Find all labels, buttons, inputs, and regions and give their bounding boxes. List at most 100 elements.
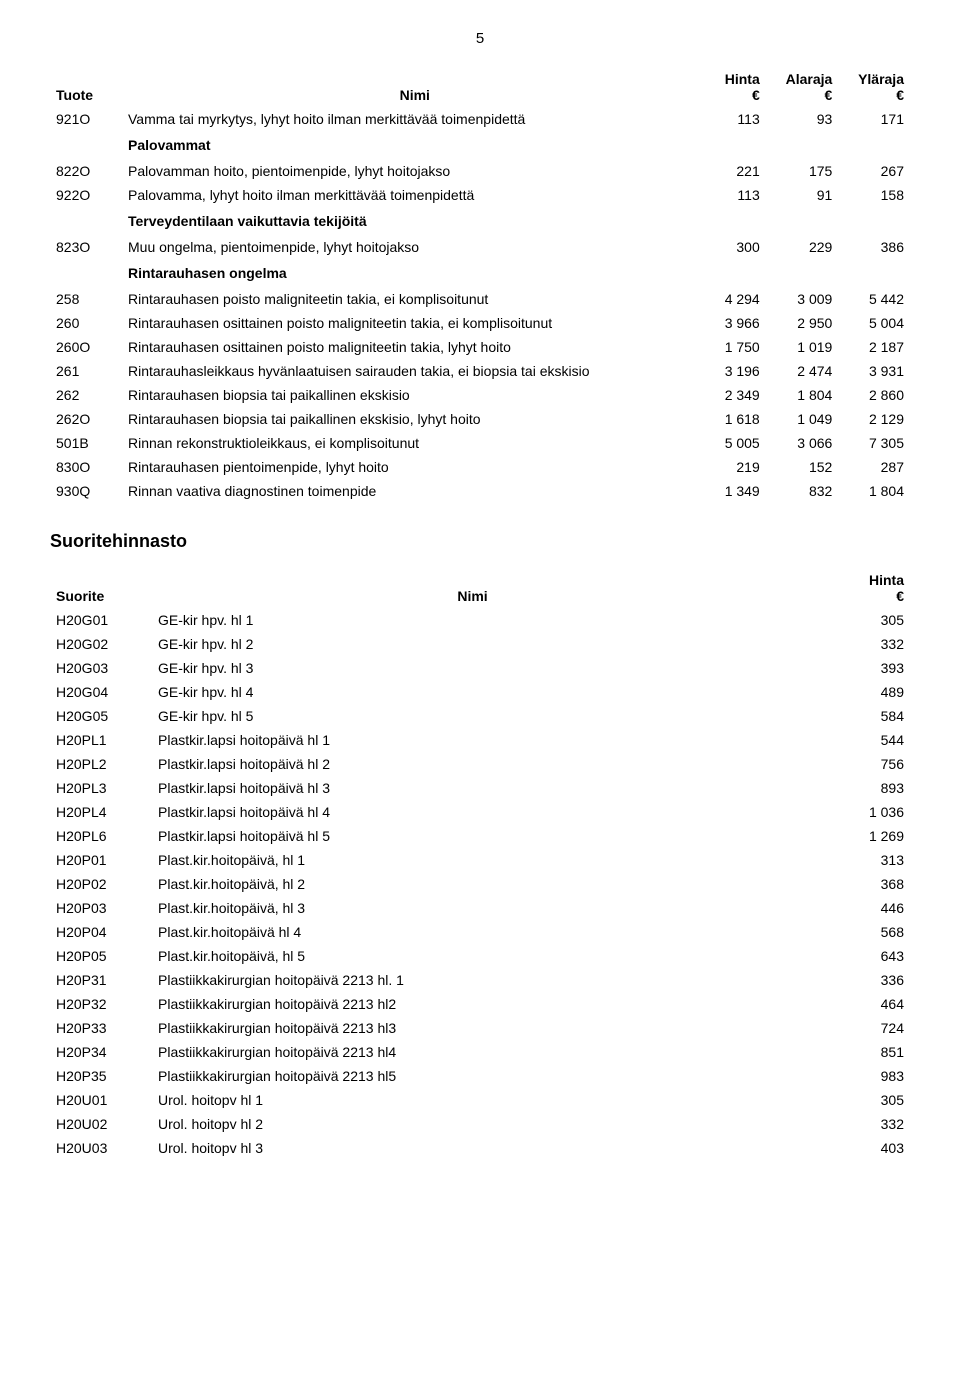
cell-name: Plastkir.lapsi hoitopäivä hl 5: [152, 824, 793, 848]
cell-hinta: 4 294: [708, 287, 766, 311]
table-row: H20P34Plastiikkakirurgian hoitopäivä 221…: [50, 1040, 910, 1064]
table-row: 823OMuu ongelma, pientoimenpide, lyhyt h…: [50, 235, 910, 259]
cell-code: H20P04: [50, 920, 152, 944]
table-row: H20G05GE-kir hpv. hl 5584: [50, 704, 910, 728]
cell-code: H20G05: [50, 704, 152, 728]
cell-code: 822O: [50, 159, 122, 183]
cell-name: Plastkir.lapsi hoitopäivä hl 1: [152, 728, 793, 752]
cell-name: Rintarauhasen biopsia tai paikallinen ek…: [122, 383, 708, 407]
cell-ylaraja: 5 442: [838, 287, 910, 311]
cell-name: Urol. hoitopv hl 3: [152, 1136, 793, 1160]
cell-code: H20G03: [50, 656, 152, 680]
cell-name: Plastkir.lapsi hoitopäivä hl 2: [152, 752, 793, 776]
col-hinta: Hinta€: [708, 67, 766, 107]
cell-name: Urol. hoitopv hl 2: [152, 1112, 793, 1136]
cell-code: H20G02: [50, 632, 152, 656]
cell-name: Plast.kir.hoitopäivä, hl 1: [152, 848, 793, 872]
cell-ylaraja: 5 004: [838, 311, 910, 335]
table-row: 501BRinnan rekonstruktioleikkaus, ei kom…: [50, 431, 910, 455]
cell-hinta: 464: [793, 992, 910, 1016]
cell-hinta: 893: [793, 776, 910, 800]
cell-name: Rintarauhasen biopsia tai paikallinen ek…: [122, 407, 708, 431]
cell-name: GE-kir hpv. hl 2: [152, 632, 793, 656]
cell-hinta: 1 349: [708, 479, 766, 503]
table-row: H20G02GE-kir hpv. hl 2332: [50, 632, 910, 656]
table-row: 822OPalovamman hoito, pientoimenpide, ly…: [50, 159, 910, 183]
cell-hinta: 313: [793, 848, 910, 872]
cell-alaraja: 229: [766, 235, 839, 259]
cell-code: 260: [50, 311, 122, 335]
section-label: Rintarauhasen ongelma: [122, 259, 910, 287]
cell-code: H20PL4: [50, 800, 152, 824]
cell-code: H20P05: [50, 944, 152, 968]
table-row: 258Rintarauhasen poisto maligniteetin ta…: [50, 287, 910, 311]
cell-code: H20P35: [50, 1064, 152, 1088]
cell-name: Plastiikkakirurgian hoitopäivä 2213 hl. …: [152, 968, 793, 992]
cell-code: H20PL2: [50, 752, 152, 776]
cell-name: Rintarauhasen osittainen poisto malignit…: [122, 335, 708, 359]
cell-hinta: 113: [708, 107, 766, 131]
cell-hinta: 756: [793, 752, 910, 776]
cell-hinta: 724: [793, 1016, 910, 1040]
cell-hinta: 113: [708, 183, 766, 207]
cell-code: H20P03: [50, 896, 152, 920]
cell-ylaraja: 171: [838, 107, 910, 131]
cell-hinta: 3 966: [708, 311, 766, 335]
cell-code: H20P34: [50, 1040, 152, 1064]
cell-code: H20P32: [50, 992, 152, 1016]
cell-alaraja: 1 049: [766, 407, 839, 431]
cell-code: 922O: [50, 183, 122, 207]
cell-hinta: 332: [793, 1112, 910, 1136]
col-tuote: Tuote: [50, 67, 122, 107]
table-row: 830ORintarauhasen pientoimenpide, lyhyt …: [50, 455, 910, 479]
cell-code: H20U03: [50, 1136, 152, 1160]
cell-name: Rintarauhasleikkaus hyvänlaatuisen saira…: [122, 359, 708, 383]
cell-code: H20P33: [50, 1016, 152, 1040]
section-label: Palovammat: [122, 131, 910, 159]
cell-name: Plastiikkakirurgian hoitopäivä 2213 hl4: [152, 1040, 793, 1064]
cell-name: Urol. hoitopv hl 1: [152, 1088, 793, 1112]
cell-code: 823O: [50, 235, 122, 259]
cell-code: 930Q: [50, 479, 122, 503]
cell-hinta: 851: [793, 1040, 910, 1064]
cell-alaraja: 91: [766, 183, 839, 207]
cell-hinta: 1 618: [708, 407, 766, 431]
cell-hinta: 584: [793, 704, 910, 728]
cell-code: H20U01: [50, 1088, 152, 1112]
cell-ylaraja: 287: [838, 455, 910, 479]
cell-hinta: 3 196: [708, 359, 766, 383]
table-row: H20P31Plastiikkakirurgian hoitopäivä 221…: [50, 968, 910, 992]
cell-hinta: 446: [793, 896, 910, 920]
cell-code: 262: [50, 383, 122, 407]
cell-hinta: 983: [793, 1064, 910, 1088]
cell-alaraja: 3 009: [766, 287, 839, 311]
cell-name: Plastiikkakirurgian hoitopäivä 2213 hl3: [152, 1016, 793, 1040]
cell-name: Plastiikkakirurgian hoitopäivä 2213 hl5: [152, 1064, 793, 1088]
cell-code: H20U02: [50, 1112, 152, 1136]
cell-code: H20G04: [50, 680, 152, 704]
col-ylaraja: Yläraja€: [838, 67, 910, 107]
table-row: H20P03Plast.kir.hoitopäivä, hl 3446: [50, 896, 910, 920]
table-row: 922OPalovamma, lyhyt hoito ilman merkitt…: [50, 183, 910, 207]
section-label: Terveydentilaan vaikuttavia tekijöitä: [122, 207, 910, 235]
section-row: Terveydentilaan vaikuttavia tekijöitä: [50, 207, 910, 235]
cell-ylaraja: 158: [838, 183, 910, 207]
cell-hinta: 368: [793, 872, 910, 896]
table-row: H20P33Plastiikkakirurgian hoitopäivä 221…: [50, 1016, 910, 1040]
cell-name: Rinnan rekonstruktioleikkaus, ei komplis…: [122, 431, 708, 455]
section-row: Palovammat: [50, 131, 910, 159]
cell-ylaraja: 267: [838, 159, 910, 183]
cell-name: Plastkir.lapsi hoitopäivä hl 3: [152, 776, 793, 800]
cell-ylaraja: 2 129: [838, 407, 910, 431]
table-row: H20P05Plast.kir.hoitopäivä, hl 5643: [50, 944, 910, 968]
cell-name: Plast.kir.hoitopäivä, hl 5: [152, 944, 793, 968]
table-row: H20U02Urol. hoitopv hl 2332: [50, 1112, 910, 1136]
cell-ylaraja: 1 804: [838, 479, 910, 503]
cell-hinta: 2 349: [708, 383, 766, 407]
cell-hinta: 568: [793, 920, 910, 944]
table-row: H20PL3Plastkir.lapsi hoitopäivä hl 3893: [50, 776, 910, 800]
table-row: 921OVamma tai myrkytys, lyhyt hoito ilma…: [50, 107, 910, 131]
cell-hinta: 300: [708, 235, 766, 259]
cell-name: Vamma tai myrkytys, lyhyt hoito ilman me…: [122, 107, 708, 131]
cell-name: Rintarauhasen poisto maligniteetin takia…: [122, 287, 708, 311]
